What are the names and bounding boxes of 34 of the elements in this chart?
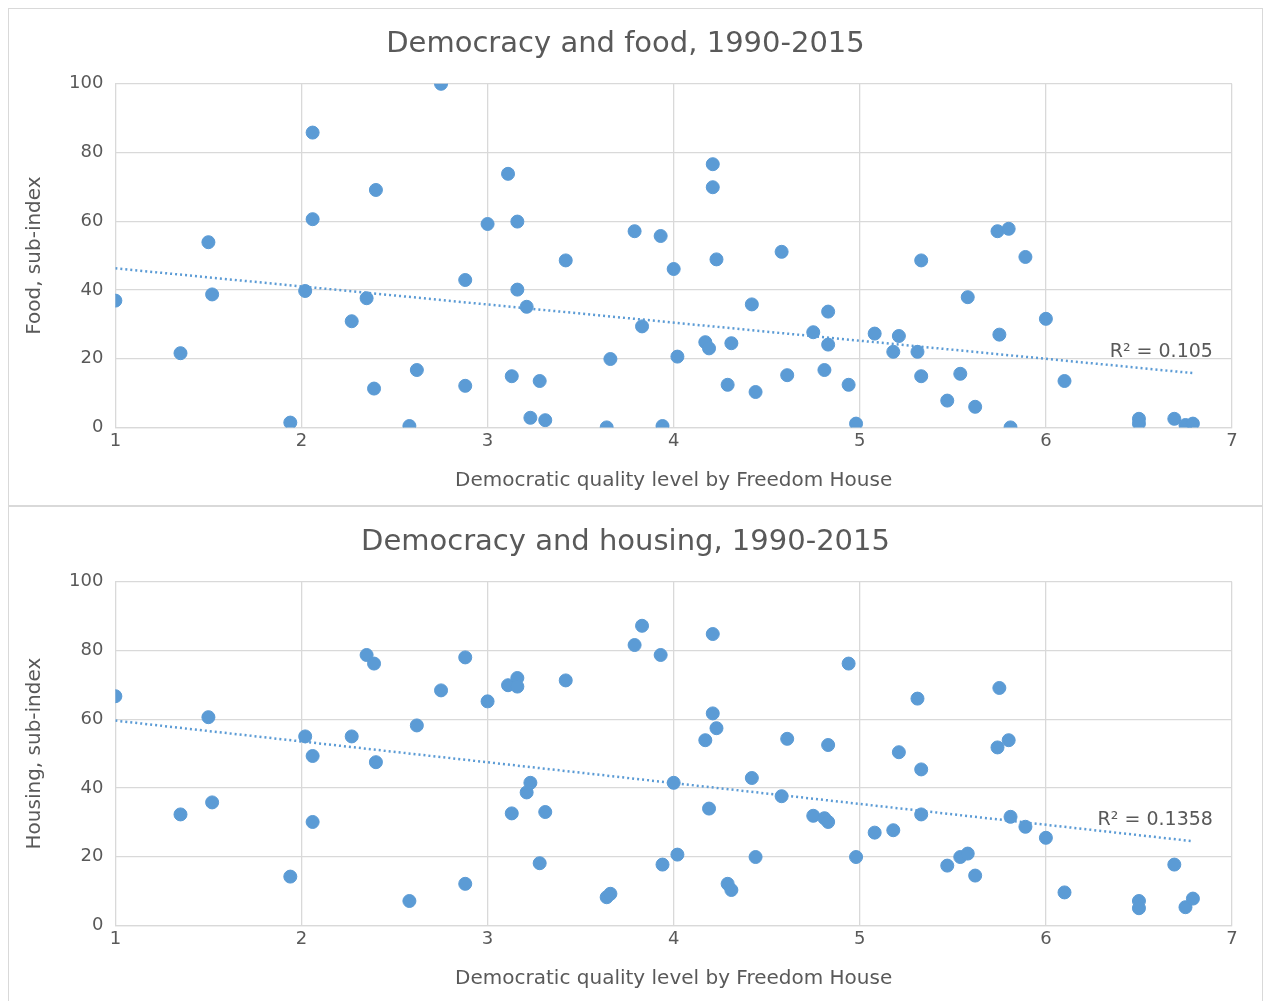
- annotation: R² = 0.1358: [1097, 806, 1213, 829]
- y-axis-title: Food, sub-index: [21, 176, 46, 335]
- x-tick-label: 2: [295, 926, 308, 948]
- y-axis-title: Housing, sub-index: [21, 657, 46, 850]
- y-tick-label: 60: [80, 706, 104, 728]
- x-tick-label: 7: [1226, 926, 1238, 948]
- y-tick-label: 40: [80, 277, 104, 299]
- y-tick-label: 80: [80, 140, 104, 162]
- y-tick-label: 80: [80, 638, 104, 660]
- x-axis-title: Democratic quality level by Freedom House: [455, 467, 893, 492]
- annotation: R² = 0.105: [1109, 338, 1213, 361]
- x-tick-label: 6: [1040, 428, 1052, 450]
- x-tick-label: 3: [481, 926, 494, 948]
- x-tick-label: 4: [667, 428, 680, 450]
- y-tick-label: 0: [91, 913, 104, 935]
- y-tick-label: 20: [80, 844, 104, 866]
- x-tick-label: 1: [109, 428, 122, 450]
- x-tick-label: 7: [1226, 428, 1238, 450]
- y-tick-label: 0: [91, 415, 104, 437]
- x-tick-label: 1: [109, 926, 122, 948]
- x-tick-label: 3: [481, 428, 494, 450]
- x-tick-label: 4: [667, 926, 680, 948]
- y-tick-label: 100: [69, 569, 104, 591]
- y-tick-label: 40: [80, 775, 104, 797]
- x-tick-label: 5: [854, 926, 866, 948]
- y-tick-label: 60: [80, 208, 104, 230]
- x-tick-label: 5: [854, 428, 866, 450]
- x-tick-label: 6: [1040, 926, 1052, 948]
- x-tick-label: 2: [295, 428, 308, 450]
- x-axis-title: Democratic quality level by Freedom House: [455, 965, 893, 990]
- chart-title: Democracy and food, 1990-2015: [386, 24, 865, 59]
- y-tick-label: 20: [80, 346, 104, 368]
- chart-title: Democracy and housing, 1990-2015: [361, 522, 890, 557]
- y-tick-label: 100: [69, 71, 104, 93]
